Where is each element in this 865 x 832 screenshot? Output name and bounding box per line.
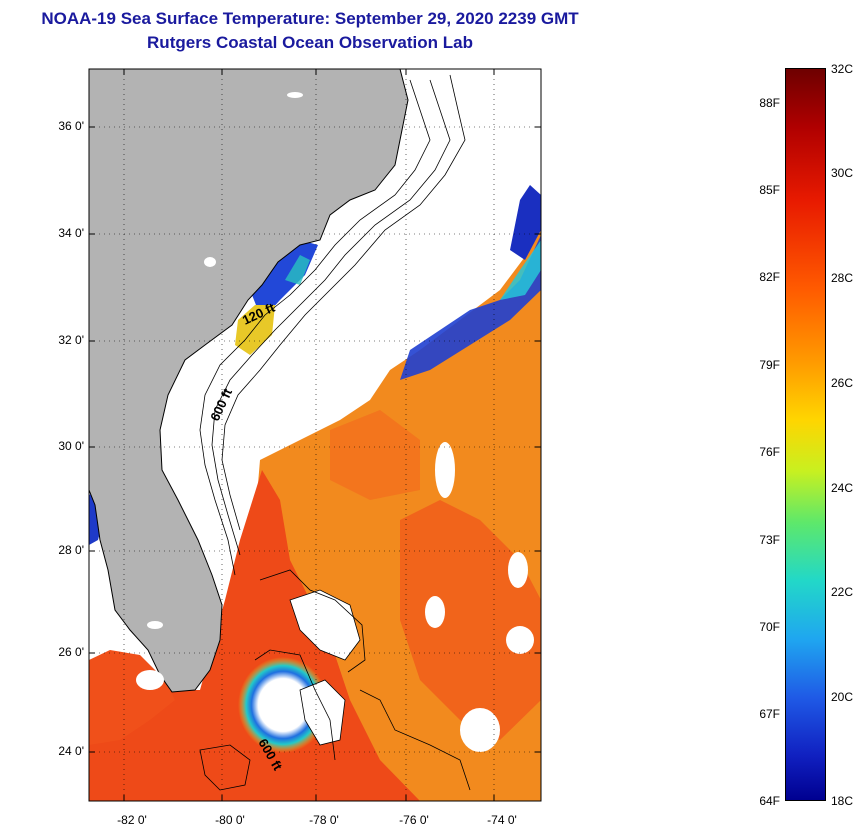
cold-coastal-band	[500, 240, 541, 300]
colorbar-f-label: 73F	[759, 533, 780, 547]
graticule	[89, 69, 541, 801]
colorbar-f-label: 76F	[759, 445, 780, 459]
colorbar-f-label: 64F	[759, 794, 780, 808]
colorbar-c-label: 22C	[831, 585, 854, 599]
colorbar-c-label: 26C	[831, 376, 854, 390]
land-mass	[89, 69, 409, 693]
cloud-patch	[460, 708, 500, 752]
cloud-patch	[435, 442, 455, 498]
colorbar-c-label: 28C	[831, 271, 854, 285]
bahamas-bank	[289, 589, 361, 661]
colorbar-c-label: 18C	[831, 794, 854, 808]
cold-coastal-band	[285, 255, 310, 285]
cloud-patch	[136, 670, 164, 690]
colorbar-c-label: 24C	[831, 481, 854, 495]
map-frame	[88, 68, 542, 802]
cloud-patch	[506, 626, 534, 654]
lat-label: 36 0'	[58, 119, 84, 133]
lon-label: -76 0'	[399, 813, 429, 827]
lake	[287, 92, 303, 98]
cold-coastal-band	[400, 235, 541, 380]
cold-eddy	[238, 657, 328, 753]
map-subtitle: Rutgers Coastal Ocean Observation Lab	[147, 33, 473, 52]
colorbar-f-label: 79F	[759, 358, 780, 372]
sst-patch	[400, 500, 541, 740]
colorbar-c-label: 32C	[831, 62, 854, 76]
bahamas-bank	[299, 679, 346, 746]
lat-label: 34 0'	[58, 226, 84, 240]
lat-label: 30 0'	[58, 439, 84, 453]
cloud-patch	[508, 552, 528, 588]
lake	[147, 621, 163, 629]
temperature-colorbar	[785, 68, 826, 801]
lat-label: 32 0'	[58, 333, 84, 347]
colorbar-f-label: 70F	[759, 620, 780, 634]
lake	[204, 257, 216, 267]
lon-label: -78 0'	[309, 813, 339, 827]
colorbar-f-label: 82F	[759, 270, 780, 284]
colorbar-f-label: 67F	[759, 707, 780, 721]
map-title: NOAA-19 Sea Surface Temperature: Septemb…	[41, 9, 579, 28]
colorbar-c-label: 30C	[831, 166, 854, 180]
axis-ticks	[89, 69, 541, 801]
colorbar-f-label: 88F	[759, 96, 780, 110]
lon-label: -80 0'	[215, 813, 245, 827]
warm-shelf-patch	[235, 305, 275, 355]
colorbar-f-label: 85F	[759, 183, 780, 197]
cold-coastal-band	[510, 185, 541, 260]
sst-patch	[330, 410, 420, 500]
lon-label: -82 0'	[117, 813, 147, 827]
lat-label: 26 0'	[58, 645, 84, 659]
lat-label: 28 0'	[58, 543, 84, 557]
colorbar-c-label: 20C	[831, 690, 854, 704]
lon-label: -74 0'	[487, 813, 517, 827]
bathymetry-contours	[199, 74, 471, 791]
cloud-patch	[425, 596, 445, 628]
lat-label: 24 0'	[58, 744, 84, 758]
